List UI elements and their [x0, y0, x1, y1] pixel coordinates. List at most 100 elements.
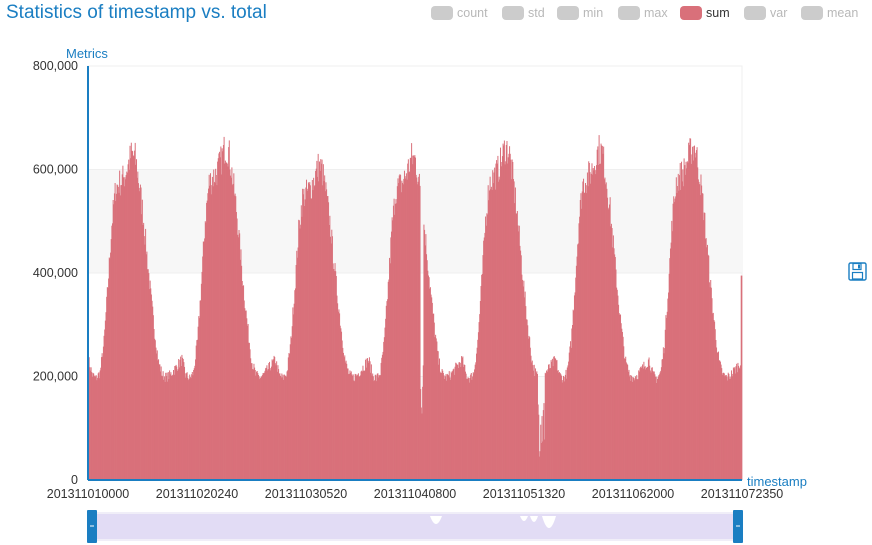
- bar: [169, 374, 171, 480]
- bar: [703, 220, 705, 480]
- bar: [426, 260, 428, 480]
- bar: [354, 373, 356, 480]
- bar: [252, 369, 254, 480]
- bar: [310, 198, 312, 480]
- bar: [394, 214, 396, 481]
- bar: [270, 370, 272, 480]
- bar: [656, 383, 658, 480]
- bar: [532, 365, 534, 480]
- bar: [458, 362, 460, 480]
- bar: [740, 365, 742, 480]
- bar: [266, 365, 268, 480]
- bar: [599, 163, 601, 480]
- bar: [682, 186, 684, 480]
- bar: [450, 371, 452, 480]
- bar: [259, 379, 261, 480]
- bar: [269, 361, 271, 480]
- bar: [172, 370, 174, 480]
- bar: [735, 366, 737, 480]
- bar: [393, 198, 395, 480]
- bar: [519, 245, 521, 480]
- navigator-series: [430, 516, 556, 528]
- bar: [139, 191, 141, 480]
- bar: [603, 179, 605, 480]
- bar: [187, 380, 189, 480]
- bar: [317, 153, 319, 480]
- bar: [339, 313, 341, 480]
- bar: [598, 135, 600, 480]
- bar: [173, 374, 175, 480]
- bar: [470, 374, 472, 480]
- bar: [271, 359, 273, 480]
- bar: [591, 163, 593, 481]
- bar: [150, 294, 152, 480]
- bar: [140, 187, 142, 480]
- x-tick-label: 201311062000: [592, 487, 675, 501]
- bar: [368, 360, 370, 480]
- bar: [569, 346, 571, 480]
- bar: [207, 193, 209, 480]
- bar: [309, 182, 311, 480]
- bar: [641, 366, 643, 480]
- bar: [383, 337, 385, 480]
- bar: [134, 142, 136, 480]
- bar: [605, 182, 607, 480]
- y-tick-label: 600,000: [33, 163, 78, 177]
- bar: [453, 368, 455, 480]
- bar: [221, 148, 223, 481]
- bar: [701, 193, 703, 480]
- bar: [113, 204, 115, 481]
- bar: [222, 151, 224, 481]
- bar: [285, 375, 287, 480]
- bar: [483, 240, 485, 480]
- bar: [494, 167, 496, 480]
- bar: [669, 258, 671, 480]
- bar: [726, 376, 728, 480]
- bar: [302, 188, 304, 481]
- bar: [557, 370, 559, 480]
- bar: [584, 192, 586, 480]
- bar: [112, 200, 114, 480]
- bar: [96, 380, 98, 480]
- bar: [264, 370, 266, 480]
- bar: [496, 160, 498, 480]
- bar: [464, 365, 466, 480]
- bar: [92, 372, 94, 480]
- bar: [405, 173, 407, 481]
- bar: [434, 337, 436, 480]
- bar: [232, 185, 234, 480]
- bar: [125, 175, 127, 480]
- bar: [235, 196, 237, 480]
- bar: [633, 378, 635, 480]
- save-button[interactable]: [848, 262, 867, 281]
- bar: [472, 372, 474, 480]
- bar: [119, 170, 121, 480]
- bar: [736, 372, 738, 480]
- bar: [308, 183, 310, 481]
- bar: [493, 172, 495, 480]
- bar: [549, 368, 551, 480]
- bar: [536, 374, 538, 480]
- bar: [157, 360, 159, 480]
- bar: [337, 303, 339, 480]
- bar: [396, 186, 398, 480]
- bar: [597, 146, 599, 480]
- bar: [360, 371, 362, 480]
- navigator-dip: [430, 516, 442, 524]
- bar: [687, 162, 689, 480]
- bar: [148, 273, 150, 480]
- bar: [516, 213, 518, 480]
- bar: [296, 250, 298, 480]
- bar: [215, 175, 217, 480]
- bar: [520, 250, 522, 480]
- bar: [624, 359, 626, 480]
- bar: [708, 255, 710, 480]
- bar: [626, 363, 628, 480]
- bar: [524, 297, 525, 480]
- bar: [388, 279, 390, 480]
- bar: [666, 311, 668, 480]
- bar: [562, 375, 564, 480]
- bar: [631, 375, 633, 480]
- bar: [400, 174, 402, 480]
- bar: [180, 366, 182, 480]
